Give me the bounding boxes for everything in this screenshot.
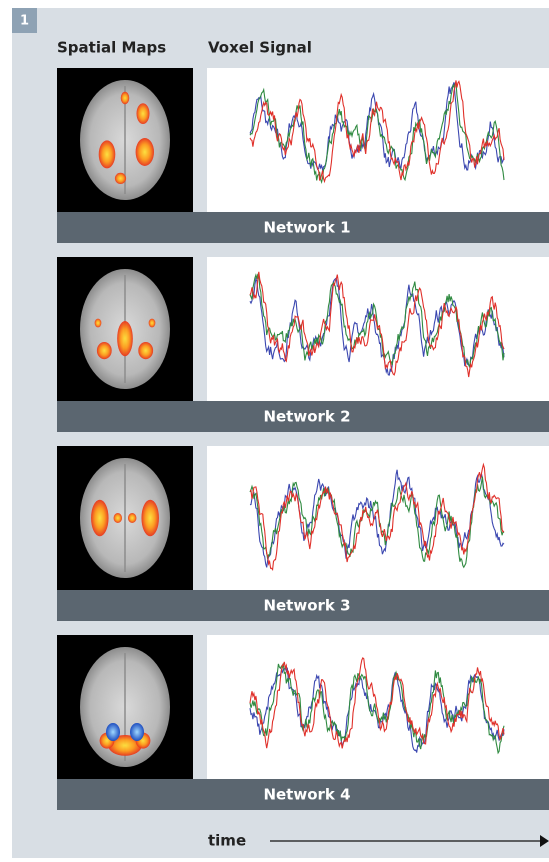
signal-trace	[249, 271, 505, 378]
activation	[96, 342, 112, 360]
activation	[117, 321, 133, 357]
network-label: Network 2	[263, 408, 350, 426]
activation	[98, 140, 116, 169]
network-bar	[57, 779, 549, 810]
network-bar	[57, 212, 549, 243]
activation	[148, 318, 156, 328]
signal-trace	[249, 80, 505, 185]
activation	[94, 318, 102, 328]
panel-number: 1	[20, 14, 29, 29]
activation	[114, 172, 127, 184]
network-row: Network 3	[57, 446, 549, 621]
activation	[91, 499, 109, 537]
activation	[108, 735, 142, 756]
network-label: Network 4	[263, 786, 350, 804]
network-label: Network 1	[263, 219, 350, 237]
signal-trace	[249, 663, 505, 755]
activation	[127, 513, 137, 523]
deactivation	[130, 723, 144, 741]
network-label: Network 3	[263, 597, 350, 615]
header: Spatial Maps	[57, 39, 166, 57]
activation	[113, 513, 123, 523]
activation	[138, 342, 154, 360]
signal-background	[207, 68, 549, 212]
activation	[135, 138, 154, 166]
network-row: Network 2	[57, 257, 549, 432]
header: Voxel Signal	[208, 39, 312, 57]
signal-trace	[249, 80, 505, 184]
signal-trace	[250, 462, 505, 572]
activation	[120, 91, 130, 105]
rows: Network 1 Network 2 Network 3 Network 4	[57, 68, 549, 810]
network-row: Network 4	[57, 635, 549, 810]
network-row: Network 1	[57, 68, 549, 243]
panel-badge	[12, 8, 37, 33]
network-bar	[57, 590, 549, 621]
arrow-head	[540, 835, 549, 847]
signal-trace	[249, 476, 505, 569]
signal-trace	[249, 656, 505, 749]
activation	[136, 103, 150, 124]
axis-label: time	[208, 832, 246, 850]
network-bar	[57, 401, 549, 432]
signal-background	[207, 635, 549, 779]
activation	[141, 499, 159, 537]
deactivation	[106, 723, 120, 741]
